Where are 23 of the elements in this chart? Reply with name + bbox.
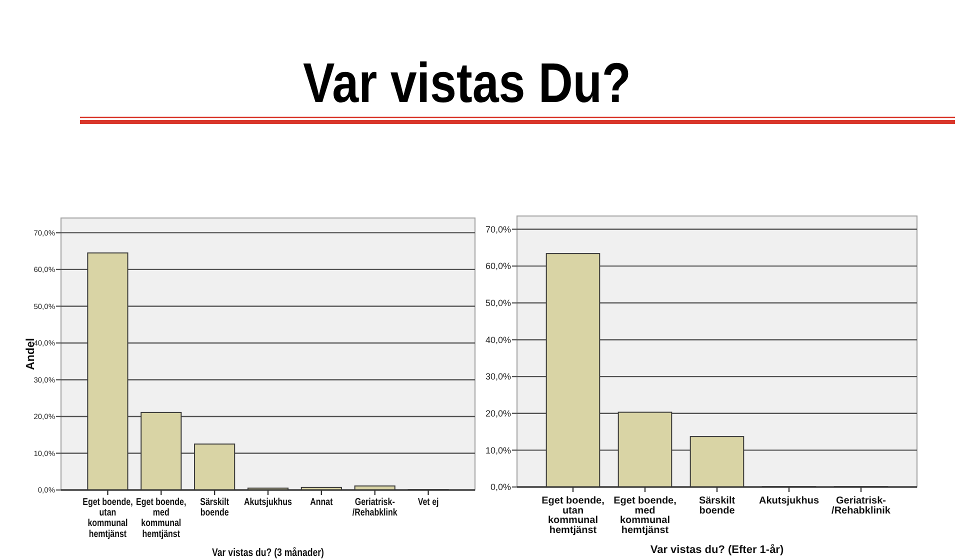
x-axis-title: Var vistas du? (Efter 1-år) (650, 543, 784, 556)
x-tick-label: Geriatrisk-/Rehabklink (352, 496, 398, 518)
y-tick-label: 40,0% (485, 334, 511, 345)
x-tick-label: Geriatrisk-/Rehabklinik (832, 496, 891, 516)
y-tick-label: 60,0% (485, 261, 511, 272)
x-tick-label: Eget boende, med kommunal hemtjänst (136, 496, 186, 540)
x-tick-label: Särskilt boende (200, 496, 230, 518)
y-tick-label: 0,0% (490, 482, 511, 492)
x-tick-label: Annat (310, 496, 333, 508)
y-tick-label: 50,0% (485, 298, 511, 308)
x-tick-label: Vet ej (418, 496, 439, 508)
y-tick-label: 20,0% (485, 408, 511, 419)
x-tick-label: Eget boende, utan kommunal hemtjänst (542, 496, 605, 536)
chart-title: Var vistas Du? (303, 52, 631, 115)
x-tick-label: Eget boende, utan kommunal hemtjänst (82, 496, 133, 540)
x-tick-label: Akutsjukhus (244, 496, 292, 508)
x-axis-title: Var vistas du? (3 månader) (212, 546, 324, 560)
y-tick-label: 70,0% (485, 224, 511, 234)
x-tick-label: Särskilt boende (698, 496, 736, 516)
y-tick-label: 30,0% (485, 372, 511, 382)
x-tick-label: Akutsjukhus (758, 496, 820, 506)
y-tick-label: 10,0% (485, 445, 511, 456)
x-tick-label: Eget boende, med kommunal hemtjänst (614, 496, 677, 536)
